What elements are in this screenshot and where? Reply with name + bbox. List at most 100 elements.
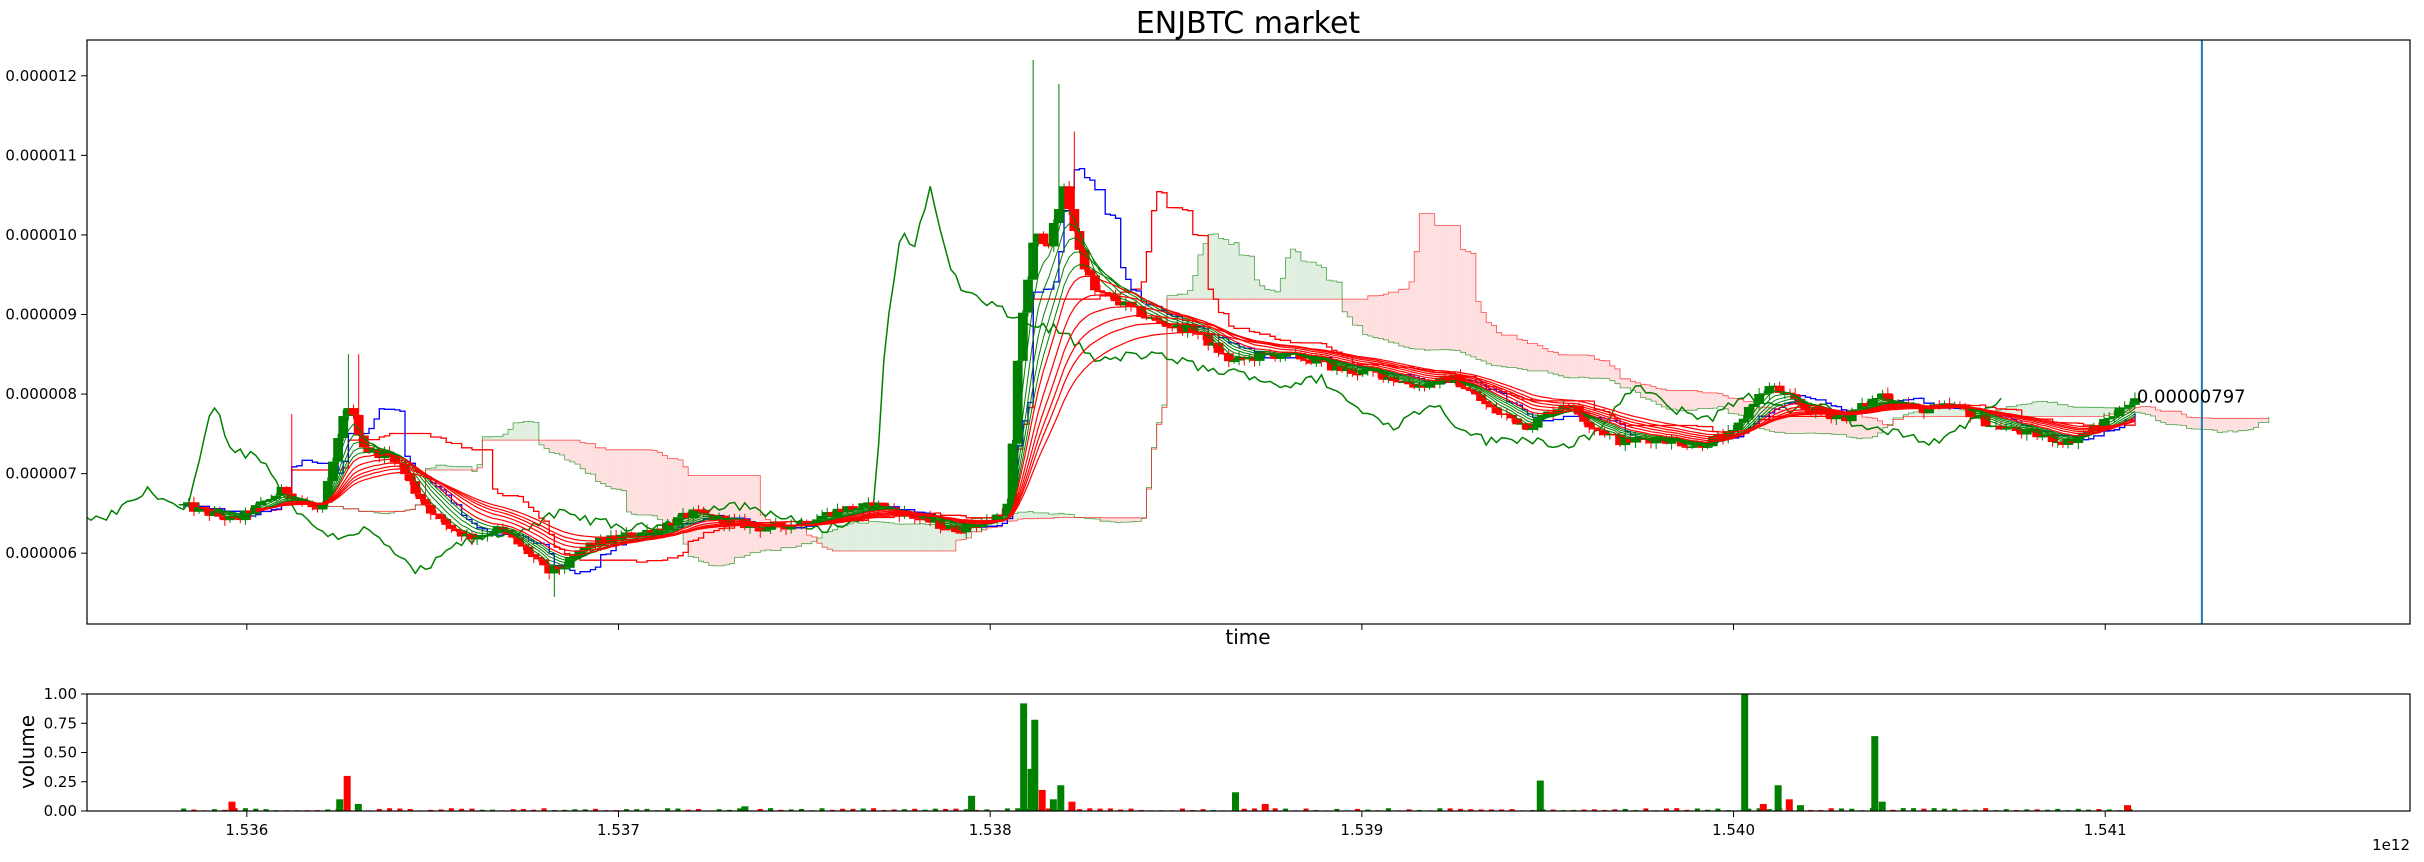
candle-down [1409,384,1420,388]
candle-down [219,516,230,521]
volume-bar-small [1200,809,1206,811]
volume-bar-small [212,809,218,811]
cloud-segment [2248,418,2254,430]
cloud-segment [894,523,900,552]
volume-bar-small [1118,809,1124,811]
volume-bar-small [572,809,578,811]
volume-bar-small [2003,809,2009,811]
cloud-segment [1563,354,1569,378]
volume-bar-small [860,808,866,811]
candle-up [1017,312,1028,361]
candle-up [183,502,194,504]
candle-down [1043,244,1054,247]
cloud-segment [806,535,812,544]
candle-up [1743,407,1754,419]
candle-down [1481,400,1492,405]
volume-bar-small [1015,808,1021,811]
volume-bar-small [1241,808,1247,811]
candle-down [848,506,858,510]
candle-up [832,508,843,518]
cloud-segment [1120,517,1126,523]
cloud-segment [1470,253,1476,357]
volume-bar-small [1128,808,1134,811]
cloud-segment [2263,418,2269,423]
cloud-segment [2212,418,2218,431]
cloud-segment [631,449,637,515]
cloud-segment [1048,514,1054,519]
cloud-segment [2109,407,2115,415]
volume-bar [1020,703,1028,811]
cloud-segment [621,449,627,491]
cloud-segment [1671,390,1677,410]
cloud-segment [461,466,467,470]
senkou-span-b-line [317,213,2269,552]
candle-down [626,532,637,538]
cloud-segment [425,468,431,470]
cloud-segment [1182,294,1188,300]
cloud-segment [1949,408,1955,417]
volume-bar-small [1087,808,1093,811]
candle-down [1193,333,1203,335]
candle-down [539,559,549,566]
candle-up [1846,410,1857,422]
cloud-segment [564,440,570,460]
cloud-segment [487,436,493,441]
volume-bar-small [2106,809,2112,811]
candle-down [235,518,246,521]
volume-bar-small [798,808,804,811]
volume-bar-small [1890,809,1896,811]
volume-bar-small [695,808,701,811]
cloud-segment [2031,402,2038,417]
candle-up [1054,209,1064,223]
volume-bar-small [1911,808,1917,811]
candle-up [1872,397,1883,400]
volume-bar-small [1900,808,1906,811]
candle-up [2109,416,2120,418]
cloud-segment [616,449,622,490]
volume-bar [1031,719,1039,811]
cloud-segment [1944,407,1950,417]
candle-up [812,519,822,523]
candle-down [1352,373,1363,376]
volume-bar-small [768,808,774,811]
candle-up [477,535,488,538]
cloud-segment [1362,299,1368,335]
candle-up [333,437,343,462]
candle-down [837,508,848,513]
candle-down [1373,371,1384,373]
cloud-segment [2140,406,2146,414]
volume-bar [1038,789,1046,811]
candle-down [1790,394,1801,399]
cloud-segment [1300,261,1307,300]
cloud-segment [1939,406,1945,417]
y-tick-label: 0.000006 [5,544,77,562]
candle-up [1033,233,1044,243]
volume-bar-small [1941,808,1947,811]
volume-bar-small [1766,809,1772,811]
candle-up [1229,360,1239,363]
cloud-segment [1409,281,1415,349]
candle-up [2001,428,2012,430]
cloud-segment [626,449,632,513]
cloud-segment [1573,355,1579,378]
volume-bar-small [922,809,928,811]
candle-up [1007,443,1018,504]
cloud-segment [672,458,678,531]
cloud-segment [1136,517,1142,522]
candle-up [2130,398,2140,405]
volume-bar [1261,803,1269,811]
cloud-segment [1383,294,1389,340]
cloud-segment [569,440,575,462]
volume-y-ticks: 0.00 0.25 0.50 0.75 1.00 [44,685,87,820]
cloud-segment [1496,332,1502,366]
volume-bar-small [1746,808,1752,811]
candle-down [1306,359,1317,364]
volume-bar-small [1447,808,1453,811]
candle-up [1985,425,1996,428]
candle-up [1939,403,1950,405]
cloud-segment [1594,359,1600,379]
candle-down [1486,404,1497,408]
candle-up [575,550,585,556]
candle-down [1646,439,1656,444]
candle-up [1749,403,1759,408]
